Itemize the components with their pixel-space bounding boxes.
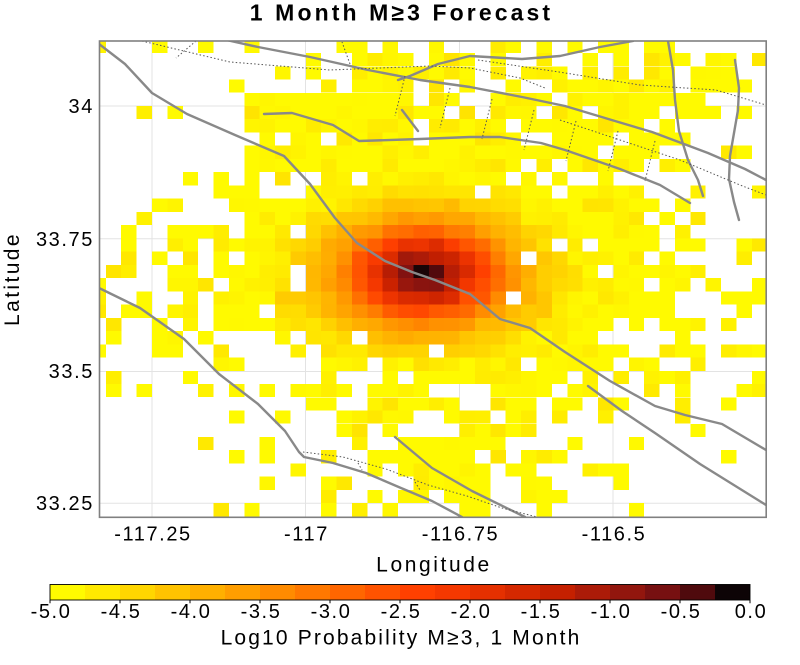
svg-text:-4.0: -4.0: [171, 601, 212, 623]
svg-text:Log10 Probability M≥3, 1 Month: Log10 Probability M≥3, 1 Month: [221, 627, 582, 650]
svg-text:-116.5: -116.5: [582, 524, 647, 546]
svg-text:33.75: 33.75: [36, 229, 94, 251]
svg-text:-116.75: -116.75: [422, 524, 500, 546]
svg-text:-117.25: -117.25: [114, 524, 192, 546]
svg-text:-1.0: -1.0: [591, 601, 632, 623]
svg-text:Latitude: Latitude: [1, 232, 24, 326]
svg-text:-1.5: -1.5: [521, 601, 562, 623]
svg-text:-2.5: -2.5: [381, 601, 422, 623]
svg-text:34: 34: [69, 96, 94, 118]
svg-text:-0.5: -0.5: [661, 601, 702, 623]
svg-text:-117: -117: [284, 524, 329, 546]
svg-text:Longitude: Longitude: [376, 554, 492, 577]
svg-text:-2.0: -2.0: [451, 601, 492, 623]
svg-text:-4.5: -4.5: [101, 601, 142, 623]
svg-text:0.0: 0.0: [735, 601, 768, 623]
svg-text:-3.0: -3.0: [311, 601, 352, 623]
svg-text:-3.5: -3.5: [241, 601, 282, 623]
svg-text:-5.0: -5.0: [31, 601, 72, 623]
svg-text:33.25: 33.25: [36, 493, 94, 515]
svg-text:33.5: 33.5: [49, 361, 94, 383]
svg-text:1 Month M≥3 Forecast: 1 Month M≥3 Forecast: [250, 0, 553, 26]
